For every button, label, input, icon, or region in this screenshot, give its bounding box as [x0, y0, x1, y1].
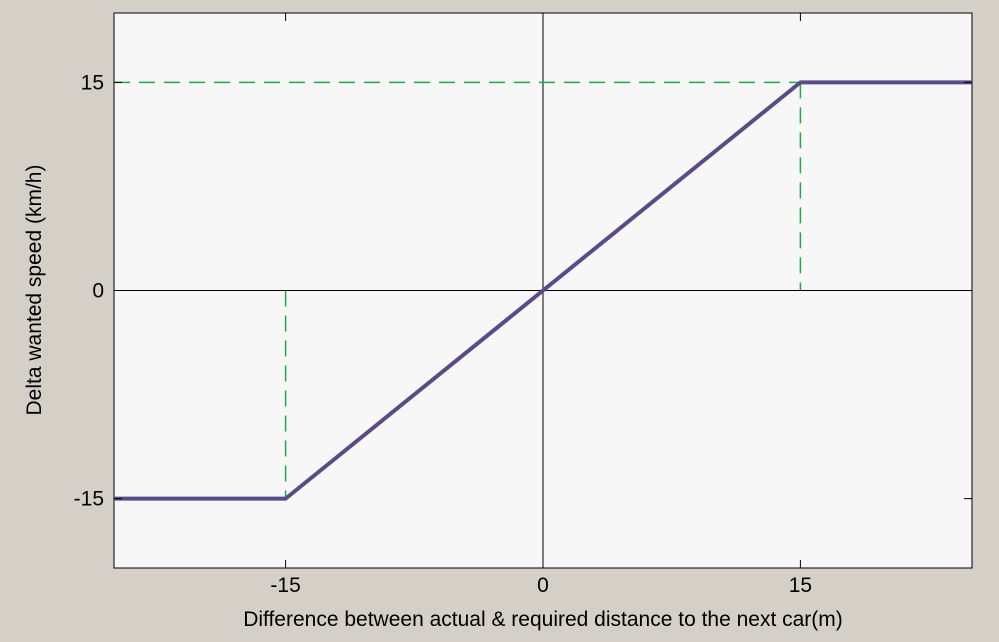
axis-ticks — [114, 13, 972, 568]
x-tick-label: -15 — [270, 574, 300, 597]
y-axis-label: Delta wanted speed (km/h) — [23, 165, 46, 416]
y-tick-label: -15 — [74, 488, 104, 511]
y-tick-label: 15 — [81, 71, 104, 94]
x-tick-label: 15 — [789, 574, 812, 597]
guide-lines — [114, 81, 802, 499]
series-line-1 — [114, 80, 972, 501]
x-axis-label: Difference between actual & required dis… — [243, 608, 843, 631]
tick-labels: -15 0 15 -15 0 15 — [74, 71, 812, 597]
series-lines — [114, 80, 972, 501]
y-tick-label: 0 — [92, 280, 104, 303]
x-tick-label: 0 — [537, 574, 549, 597]
